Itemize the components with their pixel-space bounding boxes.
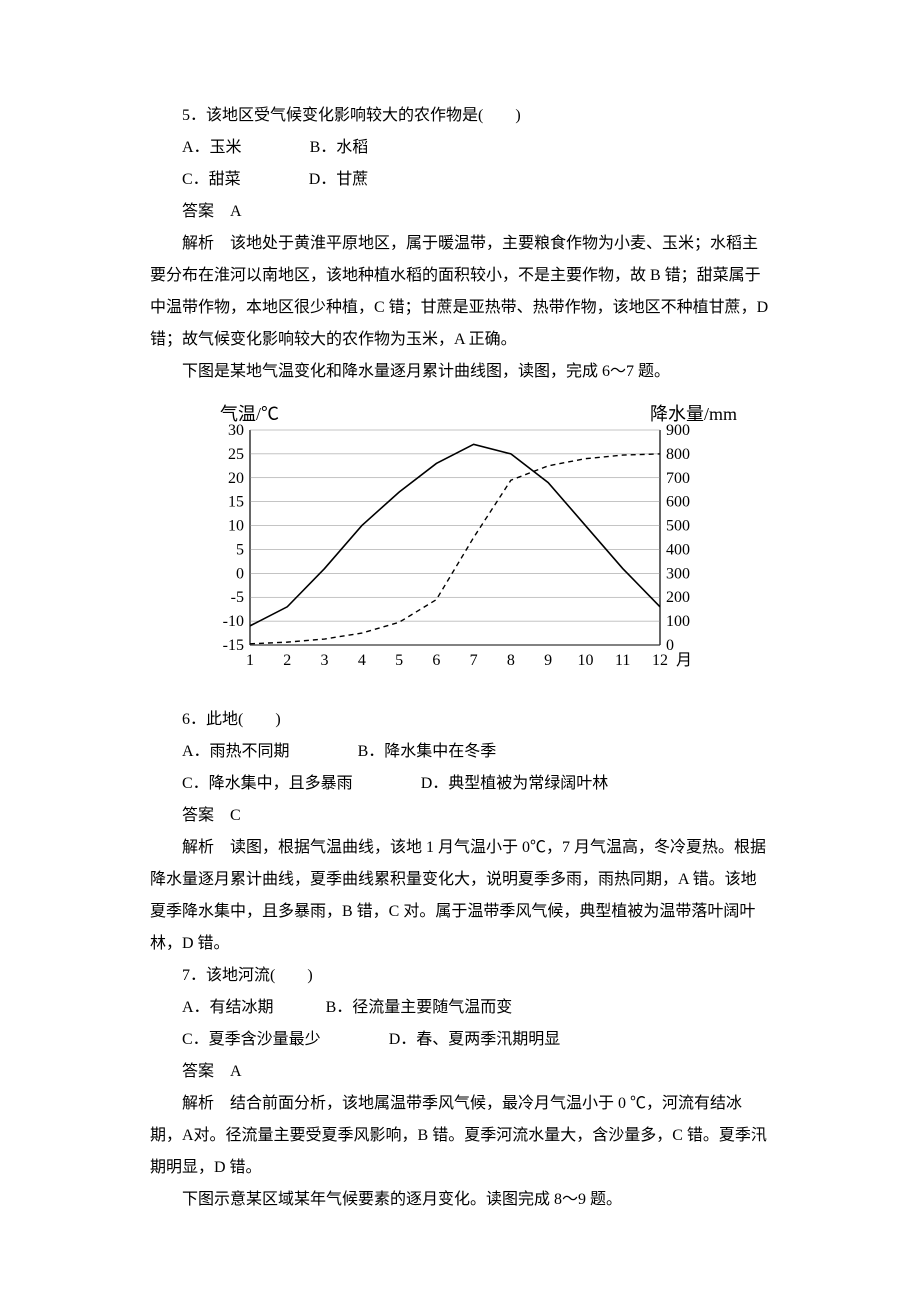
svg-text:3: 3	[321, 652, 329, 669]
svg-text:100: 100	[666, 613, 690, 630]
q6-opt-d: D．典型植被为常绿阔叶林	[421, 775, 609, 792]
svg-text:600: 600	[666, 494, 690, 511]
q5-row-cd: C．甜菜 D．甘蔗	[150, 164, 770, 196]
svg-text:降水量/mm: 降水量/mm	[650, 404, 737, 424]
q5-opt-b: B．水稻	[310, 139, 369, 156]
svg-text:8: 8	[507, 652, 515, 669]
q6-opt-c: C．降水集中，且多暴雨	[182, 775, 353, 792]
svg-text:500: 500	[666, 518, 690, 535]
svg-text:月: 月	[676, 652, 692, 669]
svg-text:7: 7	[470, 652, 478, 669]
q6-answer: 答案 C	[150, 800, 770, 832]
svg-text:25: 25	[228, 446, 244, 463]
q6-row-cd: C．降水集中，且多暴雨 D．典型植被为常绿阔叶林	[150, 768, 770, 800]
q7-opt-b: B．径流量主要随气温而变	[326, 999, 513, 1016]
svg-text:12: 12	[652, 652, 668, 669]
q6-row-ab: A．雨热不同期 B．降水集中在冬季	[150, 736, 770, 768]
q7-row-cd: C．夏季含沙量最少 D．春、夏两季汛期明显	[150, 1024, 770, 1056]
svg-text:11: 11	[615, 652, 630, 669]
svg-text:700: 700	[666, 470, 690, 487]
q7-row-ab: A．有结冰期 B．径流量主要随气温而变	[150, 992, 770, 1024]
climate-chart: -15-10-505101520253001002003004005006007…	[150, 400, 770, 692]
svg-text:30: 30	[228, 422, 244, 439]
svg-text:10: 10	[228, 518, 244, 535]
svg-text:400: 400	[666, 541, 690, 558]
intro-6-7: 下图是某地气温变化和降水量逐月累计曲线图，读图，完成 6～7 题。	[150, 356, 770, 388]
svg-text:5: 5	[395, 652, 403, 669]
svg-text:2: 2	[283, 652, 291, 669]
svg-text:300: 300	[666, 565, 690, 582]
q6-opt-b: B．降水集中在冬季	[358, 743, 497, 760]
svg-text:20: 20	[228, 470, 244, 487]
q7-answer: 答案 A	[150, 1056, 770, 1088]
svg-text:200: 200	[666, 589, 690, 606]
svg-text:5: 5	[236, 541, 244, 558]
q5-answer: 答案 A	[150, 196, 770, 228]
svg-text:0: 0	[236, 565, 244, 582]
svg-text:900: 900	[666, 422, 690, 439]
svg-text:10: 10	[577, 652, 593, 669]
svg-text:气温/℃: 气温/℃	[220, 404, 279, 424]
q5-opt-d: D．甘蔗	[309, 171, 369, 188]
q5-explain: 解析 该地处于黄淮平原地区，属于暖温带，主要粮食作物为小麦、玉米；水稻主要分布在…	[150, 228, 770, 356]
q6-stem: 6．此地( )	[150, 704, 770, 736]
svg-text:15: 15	[228, 494, 244, 511]
q6-explain: 解析 读图，根据气温曲线，该地 1 月气温小于 0℃，7 月气温高，冬冷夏热。根…	[150, 832, 770, 960]
q5-stem: 5．该地区受气候变化影响较大的农作物是( )	[150, 100, 770, 132]
intro-8-9: 下图示意某区域某年气候要素的逐月变化。读图完成 8～9 题。	[150, 1184, 770, 1216]
svg-text:1: 1	[246, 652, 254, 669]
q5-row-ab: A．玉米 B．水稻	[150, 132, 770, 164]
svg-text:9: 9	[544, 652, 552, 669]
q7-explain: 解析 结合前面分析，该地属温带季风气候，最冷月气温小于 0 ℃，河流有结冰期，A…	[150, 1088, 770, 1184]
q5-opt-a: A．玉米	[182, 139, 242, 156]
svg-text:4: 4	[358, 652, 366, 669]
svg-text:6: 6	[432, 652, 440, 669]
q7-stem: 7．该地河流( )	[150, 960, 770, 992]
q5-opt-c: C．甜菜	[182, 171, 241, 188]
svg-text:800: 800	[666, 446, 690, 463]
q7-opt-c: C．夏季含沙量最少	[182, 1031, 321, 1048]
svg-text:-15: -15	[223, 637, 244, 654]
q6-opt-a: A．雨热不同期	[182, 743, 290, 760]
q7-opt-a: A．有结冰期	[182, 999, 274, 1016]
svg-text:-5: -5	[231, 589, 244, 606]
q7-opt-d: D．春、夏两季汛期明显	[389, 1031, 561, 1048]
svg-text:-10: -10	[223, 613, 244, 630]
